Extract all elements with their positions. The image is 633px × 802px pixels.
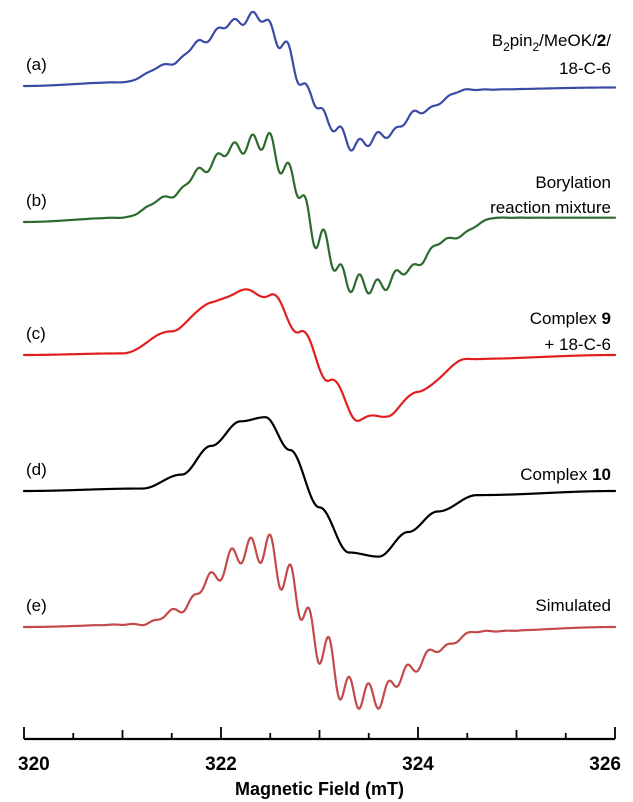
annotation-segment: + 18-C-6 [544,335,611,354]
annotation-segment: / [606,31,611,50]
annotation-2-line-1: + 18-C-6 [544,335,611,354]
panel-label-3: (d) [26,460,47,479]
x-tick-label: 320 [18,754,50,775]
annotation-0-line-0: B2pin2/MeOK/2/ [492,31,612,54]
trace-3 [24,417,615,556]
annotation-segment: 9 [602,309,611,328]
annotation-segment: pin [510,31,533,50]
x-axis: 320 322 324 326 Magnetic Field (mT) [18,727,621,799]
annotation-segment: B [492,31,503,50]
annotation-segment: Complex [530,309,602,328]
annotation-3-line-0: Complex 10 [520,465,611,484]
trace-2 [24,289,615,421]
annotation-segment: 18-C-6 [559,59,611,78]
annotation-segment: Borylation [535,173,611,192]
annotation-0-line-1: 18-C-6 [559,59,611,78]
x-tick-label: 324 [402,754,434,775]
panel-label-2: (c) [26,324,46,343]
annotation-segment: /MeOK/ [539,31,597,50]
annotation-segment: Simulated [535,596,611,615]
trace-4 [24,535,615,709]
panel-label-1: (b) [26,191,47,210]
panel-label-0: (a) [26,55,47,74]
annotation-segment: Complex [520,465,592,484]
annotation-segment: reaction mixture [490,198,611,217]
panel-label-4: (e) [26,596,47,615]
annotation-2-line-0: Complex 9 [530,309,611,328]
annotation-1-line-1: reaction mixture [490,198,611,217]
x-tick-label: 322 [205,754,237,775]
annotation-4-line-0: Simulated [535,596,611,615]
traces-layer [24,12,615,709]
labels-layer: (a)B2pin2/MeOK/2/18-C-6(b)Borylationreac… [26,31,611,615]
x-axis-title: Magnetic Field (mT) [235,779,404,799]
annotation-segment: 10 [592,465,611,484]
annotation-1-line-0: Borylation [535,173,611,192]
x-tick-label: 326 [589,754,621,775]
annotation-segment: 2 [597,31,606,50]
